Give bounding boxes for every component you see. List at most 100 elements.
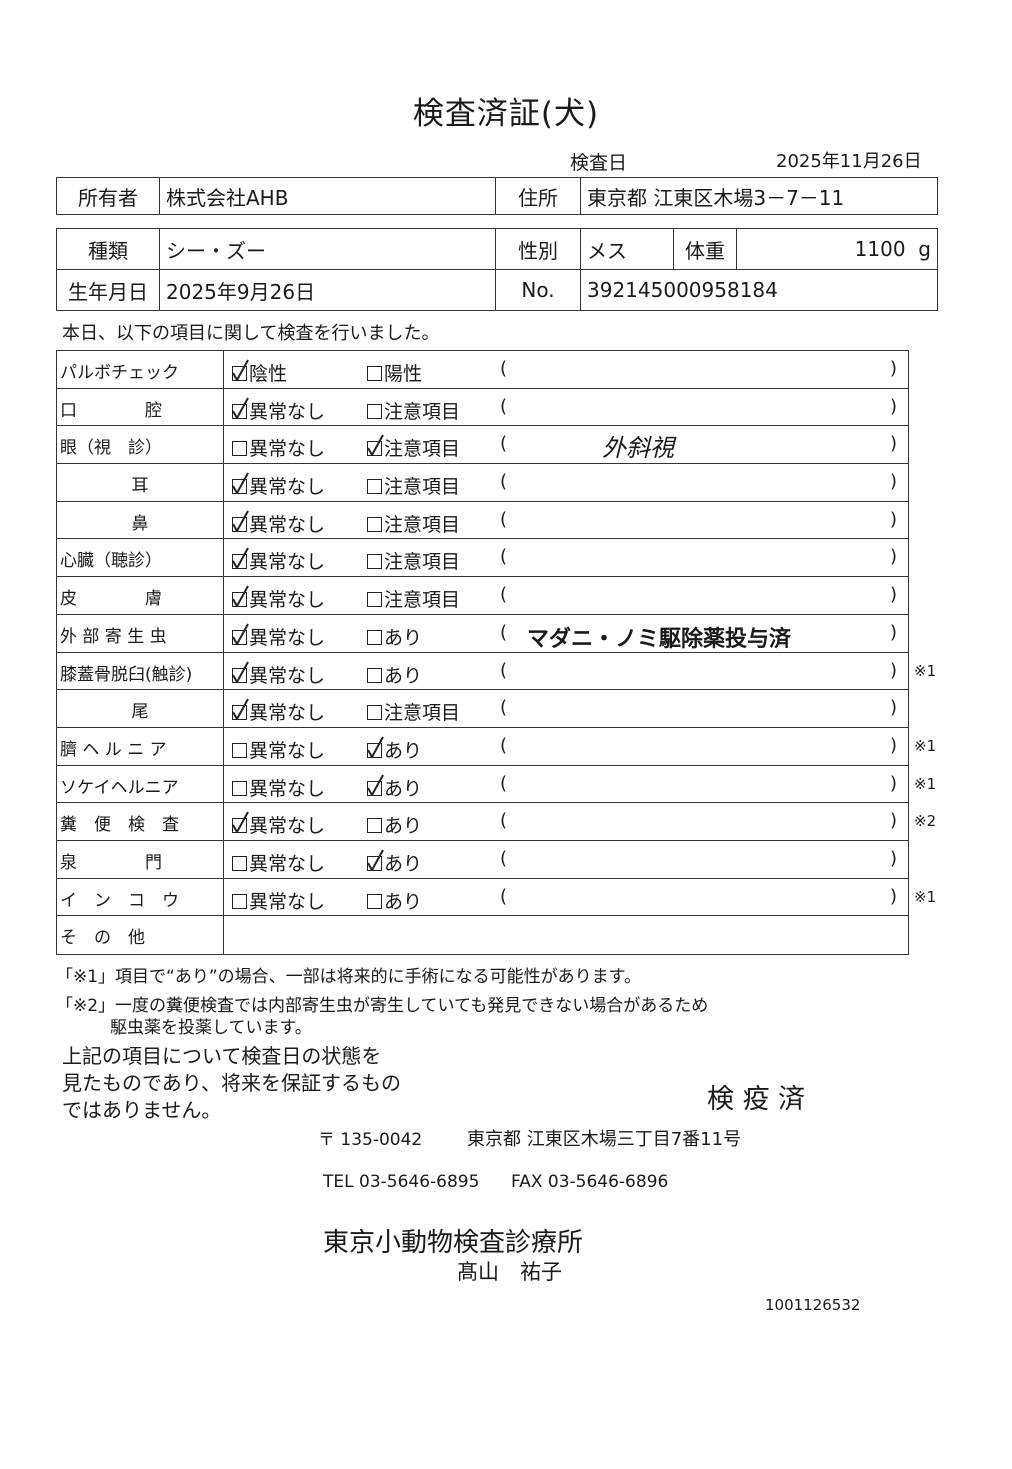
checkbox[interactable]: [367, 774, 384, 796]
paren-open: (: [500, 697, 508, 719]
option-1-label: 異常なし: [249, 664, 326, 687]
option-2: 注意項目: [367, 472, 460, 499]
option-2: 注意項目: [367, 585, 460, 612]
paren-close: ): [890, 546, 898, 568]
checkbox[interactable]: [232, 780, 247, 796]
paren-close: ): [890, 395, 898, 417]
item-label-cell: [57, 426, 224, 464]
checkbox[interactable]: [367, 366, 382, 381]
checkbox[interactable]: [367, 736, 384, 758]
item-label-cell: [57, 652, 224, 690]
no-label: No.: [495, 269, 581, 311]
option-2-label: あり: [384, 777, 423, 800]
clinic-name: 東京小動物検査診療所: [323, 1228, 584, 1258]
checkbox[interactable]: [232, 742, 247, 758]
option-1: 異常なし: [232, 811, 325, 838]
disclaimer-line: 上記の項目について検査日の状態を: [62, 1044, 382, 1068]
checkbox[interactable]: [367, 479, 382, 495]
item-label: 眼（視 診）: [60, 438, 162, 459]
option-1: 異常なし: [232, 547, 325, 574]
paren-open: (: [500, 584, 508, 606]
checkbox[interactable]: [232, 661, 249, 683]
checkbox[interactable]: [232, 855, 247, 871]
inspection-row: 口 腔 異常なし 注意項目 (): [57, 388, 908, 427]
option-2: 陽性: [367, 359, 422, 386]
checkbox[interactable]: [232, 441, 247, 457]
checkbox[interactable]: [367, 667, 382, 683]
pet-table: 種類 シー・ズー 性別 メス 体重 1100 g 生年月日 2025年9月26日…: [56, 228, 938, 311]
checkbox[interactable]: [232, 547, 249, 570]
option-1: 異常なし: [232, 397, 325, 424]
item-label-cell: [57, 803, 224, 840]
remark: マダニ・ノミ駆除薬投与済: [527, 626, 792, 652]
checkbox[interactable]: [232, 893, 247, 909]
checkbox[interactable]: [232, 811, 249, 834]
option-1-label: 異常なし: [249, 739, 326, 762]
inspection-row: 眼（視 診） 異常なし 注意項目 (外斜視): [57, 426, 908, 465]
checkbox[interactable]: [232, 698, 249, 721]
checkbox[interactable]: [367, 592, 382, 608]
checkbox[interactable]: [232, 359, 249, 381]
item-label-cell: [57, 765, 224, 803]
other-label: そ の 他: [60, 928, 145, 949]
paren-open: (: [500, 358, 508, 379]
option-1-label: 陰性: [249, 363, 288, 385]
checkbox[interactable]: [367, 705, 382, 721]
inspection-row: 臍 ヘ ル ニ ア 異常なし あり () ※1: [57, 727, 936, 766]
sex-label: 性別: [495, 228, 581, 270]
paren-close: ): [890, 697, 898, 719]
footnote-2: 「※2」一度の糞便検査では内部寄生虫が寄生していても発見できない場合があるため: [56, 996, 709, 1016]
paren-open: (: [500, 847, 508, 869]
item-label: 糞 便 検 査: [60, 815, 179, 836]
checkbox[interactable]: [232, 585, 249, 608]
checkbox[interactable]: [232, 623, 249, 645]
weight-value: 1100: [854, 237, 906, 261]
inspection-row: ソケイヘルニア 異常なし あり () ※1: [57, 765, 936, 804]
inspection-row: 皮 膚 異常なし 注意項目 (): [57, 577, 908, 615]
checkbox[interactable]: [367, 434, 384, 457]
item-label-cell: [57, 501, 224, 539]
checkbox[interactable]: [367, 516, 382, 532]
checkbox[interactable]: [367, 893, 382, 909]
checkbox[interactable]: [232, 472, 249, 495]
exam-date: 2025年11月26日: [776, 151, 922, 172]
checkbox[interactable]: [367, 818, 382, 834]
note-mark: ※1: [914, 887, 937, 906]
option-1-label: 異常なし: [249, 513, 326, 536]
option-1: 異常なし: [232, 736, 325, 763]
checkbox[interactable]: [367, 849, 384, 871]
microchip-no: 392145000958184: [580, 269, 938, 311]
option-1-label: 異常なし: [249, 589, 326, 612]
paren-open: (: [500, 659, 508, 681]
checkbox[interactable]: [367, 403, 382, 419]
paren-open: (: [500, 433, 508, 455]
item-label: 外 部 寄 生 虫: [60, 626, 167, 647]
option-2-label: 注意項目: [384, 702, 461, 725]
option-2: 注意項目: [367, 434, 460, 461]
checkbox[interactable]: [367, 629, 382, 645]
paren-open: (: [500, 508, 508, 530]
checkbox[interactable]: [232, 397, 249, 419]
paren-open: (: [500, 734, 508, 756]
option-1-label: 異常なし: [249, 476, 326, 499]
checkbox[interactable]: [367, 554, 382, 570]
option-2: あり: [367, 887, 422, 914]
inspection-row: 糞 便 検 査 異常なし あり () ※2: [57, 803, 936, 841]
option-1: 異常なし: [232, 623, 325, 650]
option-1-label: 異常なし: [249, 702, 326, 725]
item-label-cell: [57, 690, 224, 727]
paren-open: (: [500, 395, 508, 417]
item-label-cell: [57, 840, 224, 878]
checkbox[interactable]: [232, 510, 249, 532]
item-label-cell: [57, 351, 224, 388]
option-1: 陰性: [232, 359, 287, 386]
option-1-label: 異常なし: [249, 400, 326, 423]
option-2-label: あり: [384, 664, 423, 687]
owner-value: 株式会社AHB: [159, 177, 496, 215]
item-label: 耳: [131, 476, 149, 497]
option-2-label: 注意項目: [384, 438, 461, 461]
paren-close: ): [890, 847, 898, 869]
option-1: 異常なし: [232, 887, 325, 914]
option-1: 異常なし: [232, 472, 325, 499]
